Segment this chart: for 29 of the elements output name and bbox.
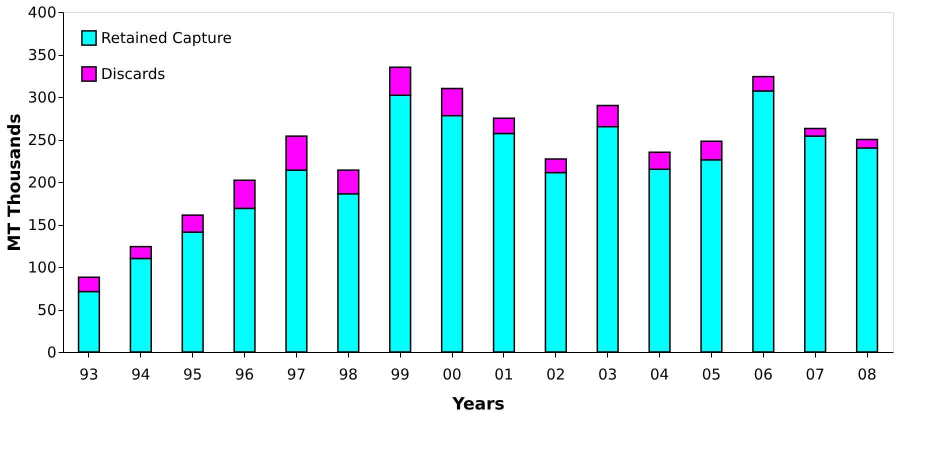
legend-label: Discards (101, 65, 166, 83)
x-tick-label: 01 (494, 366, 514, 384)
x-tick-label: 06 (754, 366, 773, 384)
x-tick-label: 99 (390, 366, 410, 384)
x-tick-label: 97 (286, 366, 306, 384)
x-tick-label: 05 (702, 366, 721, 384)
y-tick-label: 200 (28, 174, 56, 192)
x-tick-label: 98 (338, 366, 358, 384)
y-axis-title: MT Thousands (4, 114, 25, 252)
x-tick-label: 00 (442, 366, 462, 384)
y-tick-label: 400 (28, 4, 56, 22)
y-tick-label: 100 (28, 258, 56, 276)
x-tick-label: 95 (183, 366, 202, 384)
y-tick-label: 50 (37, 301, 56, 319)
y-tick-label: 300 (28, 88, 56, 106)
y-tick-label: 150 (28, 216, 56, 234)
y-tick-label: 250 (28, 131, 56, 149)
x-axis-title: Years (451, 394, 505, 414)
y-tick-label: 350 (28, 46, 56, 64)
x-tick-label: 07 (806, 366, 825, 384)
x-tick-label: 94 (131, 366, 150, 384)
y-tick-label: 0 (46, 344, 56, 362)
x-tick-label: 04 (650, 366, 670, 384)
legend-label: Retained Capture (101, 29, 232, 47)
x-tick-label: 02 (546, 366, 566, 384)
x-tick-label: 93 (79, 366, 98, 384)
x-tick-label: 03 (598, 366, 618, 384)
x-tick-label: 08 (858, 366, 877, 384)
x-tick-label: 96 (235, 366, 254, 384)
